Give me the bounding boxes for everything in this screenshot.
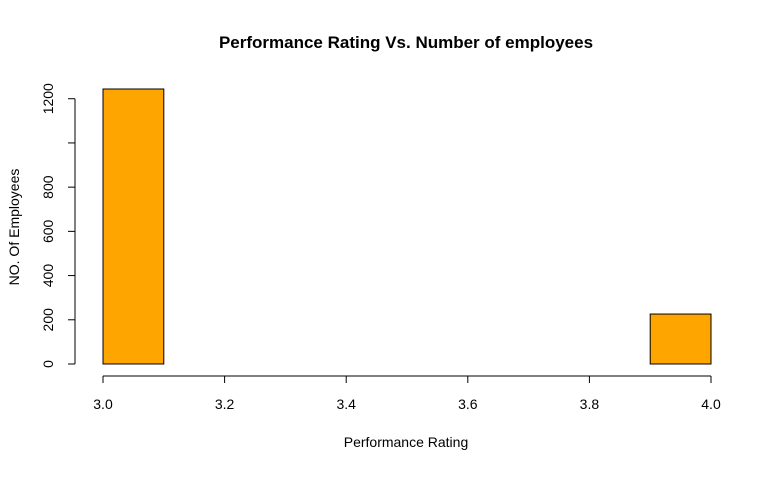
bars-group xyxy=(102,88,712,365)
x-axis: 3.0 3.2 3.4 3.6 3.8 4.0 xyxy=(93,375,721,412)
x-tick-label: 3.0 xyxy=(93,396,113,412)
y-axis: 0 200 400 600 800 1200 xyxy=(40,83,76,368)
y-tick-label: 1200 xyxy=(40,83,56,114)
histogram-bar-9 xyxy=(649,313,712,365)
histogram-bar-0 xyxy=(102,88,165,365)
y-axis-label: NO. Of Employees xyxy=(6,169,22,286)
y-tick-label: 400 xyxy=(40,264,56,288)
x-tick-label: 3.2 xyxy=(215,396,235,412)
y-tick-label: 200 xyxy=(40,308,56,332)
chart-title: Performance Rating Vs. Number of employe… xyxy=(219,33,593,52)
y-tick-label: 800 xyxy=(40,175,56,199)
x-tick-label: 3.4 xyxy=(336,396,356,412)
x-axis-label: Performance Rating xyxy=(344,434,469,450)
y-tick-label: 600 xyxy=(40,219,56,243)
x-tick-label: 4.0 xyxy=(701,396,721,412)
x-tick-label: 3.8 xyxy=(580,396,600,412)
x-tick-label: 3.6 xyxy=(458,396,478,412)
y-tick-label: 0 xyxy=(40,360,56,368)
